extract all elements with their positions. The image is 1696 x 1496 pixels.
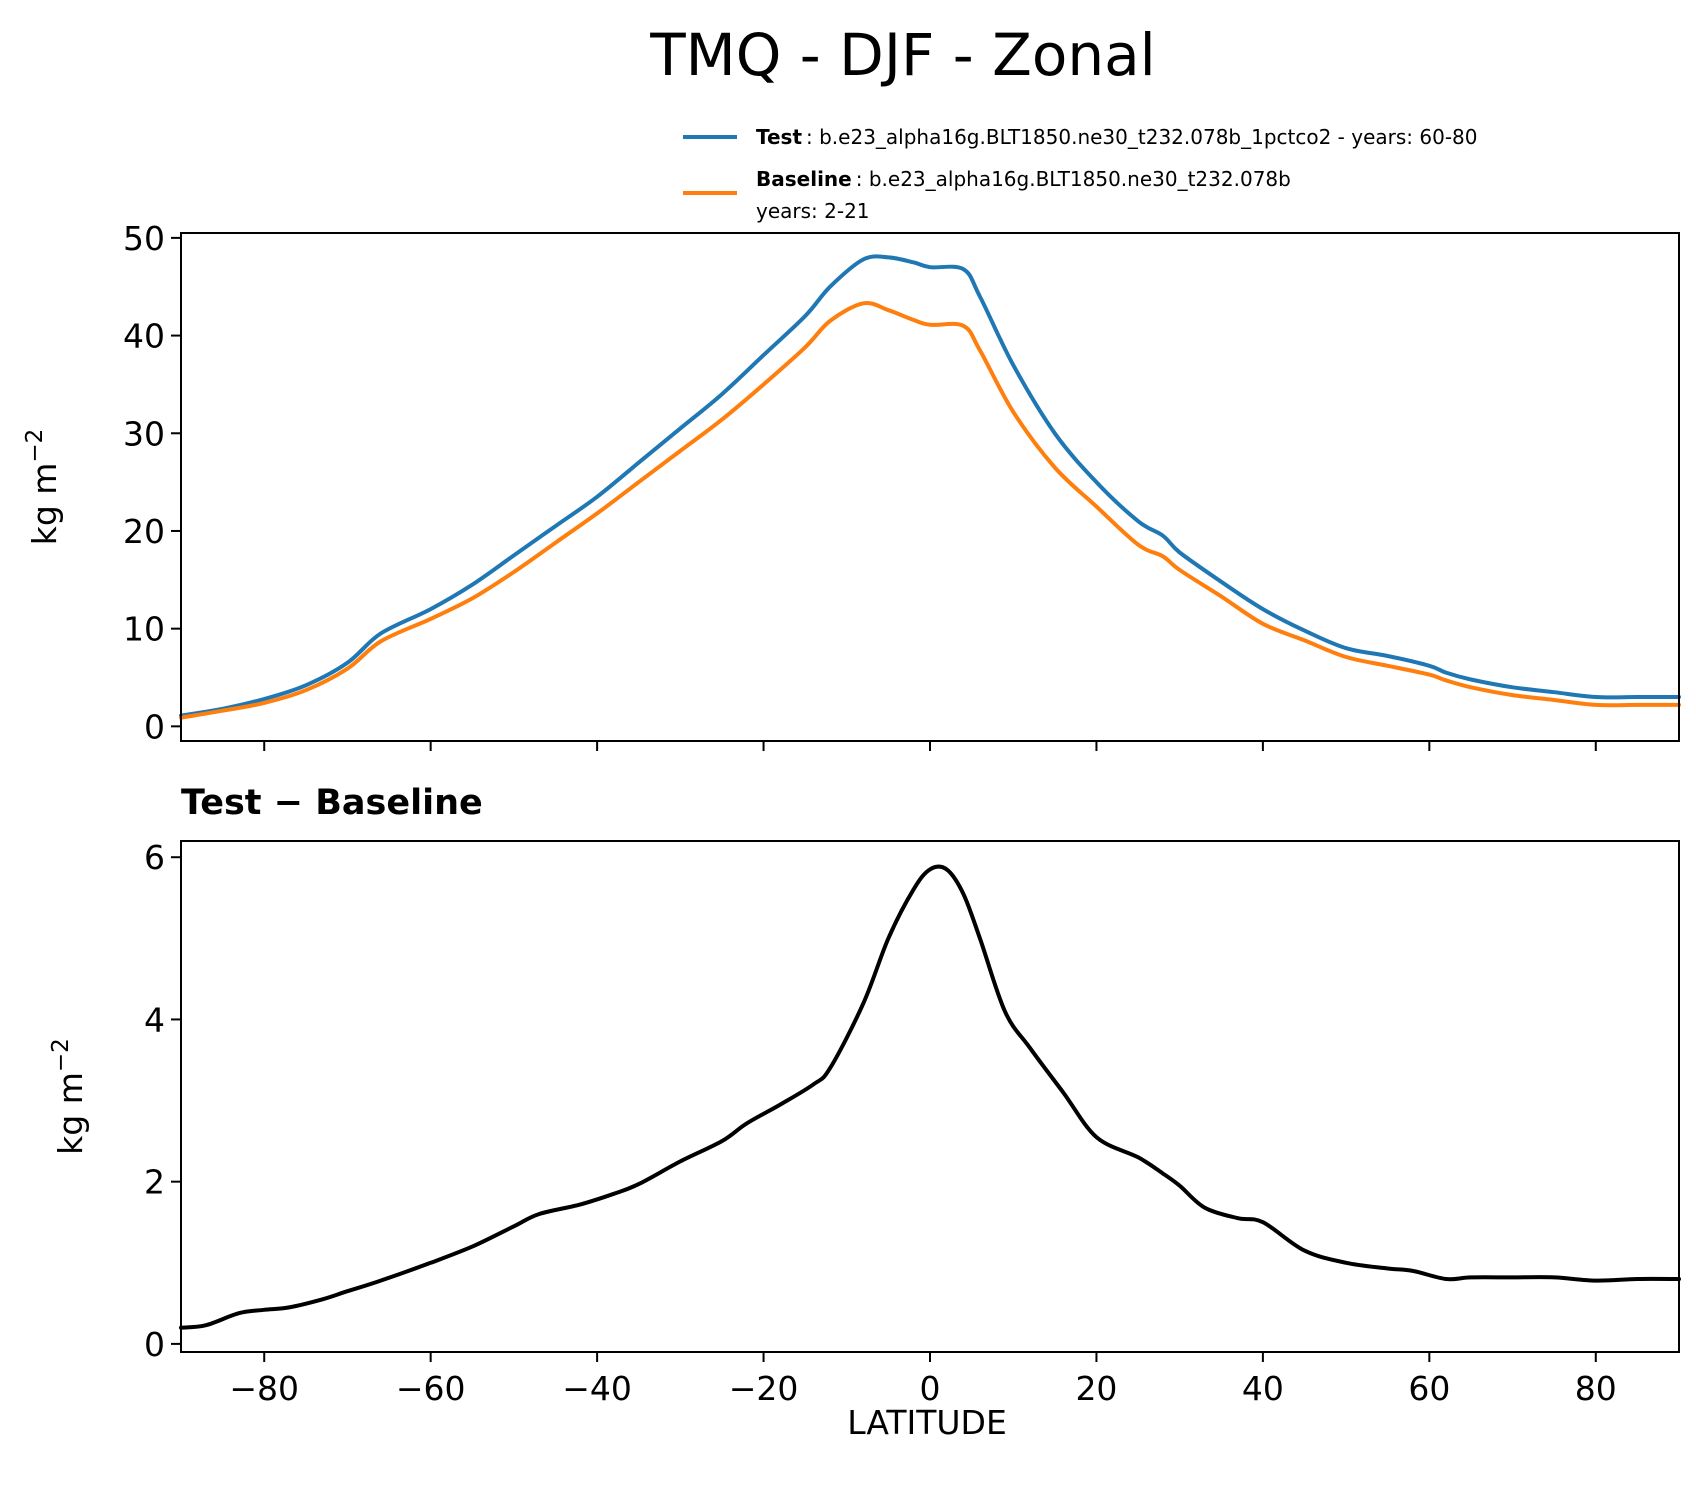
figure-title: TMQ - DJF - Zonal xyxy=(649,21,1156,89)
top-axes-frame xyxy=(180,232,1680,742)
series-line-test xyxy=(179,254,1681,718)
x-tick-label: −20 xyxy=(729,1369,799,1408)
legend-test-label: : b.e23_alpha16g.BLT1850.ne30_t232.078b_… xyxy=(806,125,1478,149)
bottom-panel: Test − Baseline 0 2 4 6 −80 −60 −40 −20 0 20 40 60… xyxy=(48,783,1681,1442)
bottom-axes-frame xyxy=(180,840,1680,1353)
x-tick-label: −60 xyxy=(396,1369,466,1408)
x-tick-label: −80 xyxy=(229,1369,299,1408)
legend-baseline-entry: Baseline: b.e23_alpha16g.BLT1850.ne30_t2… xyxy=(756,167,1291,191)
y-tick-label: 2 xyxy=(144,1163,165,1202)
series-line-test-baseline xyxy=(179,864,1681,1330)
x-tick-label: −40 xyxy=(562,1369,632,1408)
legend-baseline-years: years: 2-21 xyxy=(756,199,870,223)
bottom-y-axis-label: kg m−2 xyxy=(48,1038,90,1155)
x-tick-label: 20 xyxy=(1075,1369,1117,1408)
y-tick-label: 4 xyxy=(144,1000,165,1039)
series-line-baseline xyxy=(179,300,1681,720)
y-tick-label: 50 xyxy=(123,219,165,258)
legend-baseline-name: Baseline xyxy=(756,167,852,191)
x-tick-label: 80 xyxy=(1575,1369,1617,1408)
x-tick-label: 60 xyxy=(1408,1369,1450,1408)
legend-test-name: Test xyxy=(756,125,802,149)
bottom-x-ticks: −80 −60 −40 −20 0 20 40 60 80 xyxy=(229,1352,1617,1408)
x-tick-label: 0 xyxy=(920,1369,941,1408)
y-tick-label: 0 xyxy=(144,1325,165,1364)
bottom-panel-title: Test − Baseline xyxy=(181,783,483,823)
top-y-axis-label: kg m−2 xyxy=(22,429,64,546)
bottom-y-ticks: 0 2 4 6 xyxy=(144,838,181,1364)
x-tick-label: 40 xyxy=(1242,1369,1284,1408)
y-tick-label: 0 xyxy=(144,707,165,746)
top-series xyxy=(179,254,1681,720)
x-axis-label: LATITUDE xyxy=(847,1403,1007,1442)
top-x-ticks xyxy=(263,741,1597,751)
legend-test-entry: Test: b.e23_alpha16g.BLT1850.ne30_t232.0… xyxy=(756,125,1478,149)
y-tick-label: 10 xyxy=(123,610,165,649)
top-panel: 0 10 20 30 40 50 kg m−2 xyxy=(22,219,1681,751)
bottom-series xyxy=(179,864,1681,1330)
legend-baseline-label: : b.e23_alpha16g.BLT1850.ne30_t232.078b xyxy=(856,167,1291,191)
y-tick-label: 6 xyxy=(144,838,165,877)
top-y-ticks: 0 10 20 30 40 50 xyxy=(123,219,181,746)
legend: Test: b.e23_alpha16g.BLT1850.ne30_t232.0… xyxy=(683,125,1478,223)
y-tick-label: 20 xyxy=(123,512,165,551)
y-tick-label: 30 xyxy=(123,414,165,453)
y-tick-label: 40 xyxy=(123,317,165,356)
